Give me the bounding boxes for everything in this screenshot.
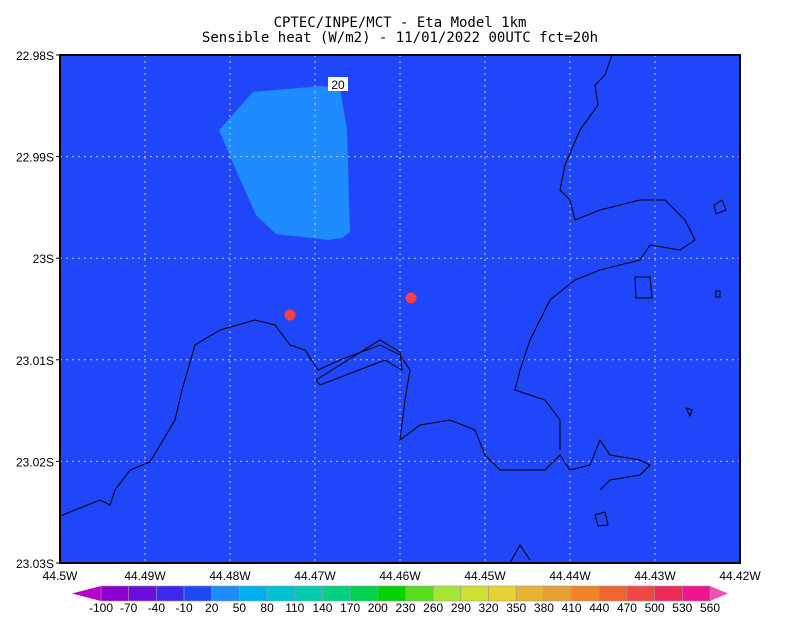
coastline <box>315 339 403 386</box>
y-tick-label: 22.98S <box>16 49 54 63</box>
colorbar-box <box>488 585 517 602</box>
coastline <box>713 199 727 215</box>
colorbar-label: 170 <box>340 601 360 615</box>
colorbar-label: 410 <box>562 601 582 615</box>
plot-frame <box>59 54 741 564</box>
colorbar-box <box>654 585 683 602</box>
colorbar-label: 200 <box>368 601 388 615</box>
colorbar-box <box>128 585 157 602</box>
colorbar-box <box>156 585 185 602</box>
x-tick-label: 44.46W <box>379 569 421 583</box>
colorbar-label: 230 <box>395 601 415 615</box>
station-point <box>284 309 296 321</box>
x-tick-label: 44.47W <box>294 569 336 583</box>
svg-text:20: 20 <box>331 78 345 92</box>
colorbar-box <box>322 585 351 602</box>
colorbar-label: -10 <box>175 601 193 615</box>
colorbar-box <box>183 585 213 602</box>
coastline <box>594 511 609 527</box>
colorbar-box <box>598 585 628 602</box>
colorbar-box <box>543 585 572 602</box>
colorbar-box <box>460 585 489 602</box>
colorbar-label: 380 <box>534 601 554 615</box>
colorbar-over-triangle <box>710 586 728 601</box>
station-point <box>405 292 417 304</box>
colorbar-label: -70 <box>120 601 138 615</box>
colorbar-box <box>294 585 323 602</box>
x-tick-label: 44.49W <box>124 569 166 583</box>
coastline <box>634 276 653 299</box>
colorbar-label: 140 <box>312 601 332 615</box>
y-tick-label: 23.01S <box>16 354 54 368</box>
colorbar-label: 560 <box>700 601 720 615</box>
colorbar-box <box>682 585 711 602</box>
x-tick-label: 44.43W <box>634 569 676 583</box>
coastline <box>59 319 651 517</box>
y-tick-label: 23.03S <box>16 557 54 571</box>
x-tick-label: 44.44W <box>549 569 591 583</box>
colorbar-label: -100 <box>89 601 113 615</box>
colorbar-box <box>266 585 296 602</box>
colorbar-box <box>405 585 434 602</box>
colorbar-label: 260 <box>423 601 443 615</box>
colorbar-label: 530 <box>672 601 692 615</box>
colorbar-box <box>349 585 379 602</box>
colorbar-label: 80 <box>260 601 274 615</box>
colorbar-box <box>571 585 600 602</box>
colorbar-label: 500 <box>645 601 665 615</box>
colorbar-box <box>626 585 655 602</box>
colorbar-box <box>515 585 545 602</box>
title-line-1: CPTEC/INPE/MCT - Eta Model 1km <box>273 15 527 31</box>
colorbar-box <box>211 585 240 602</box>
x-tick-label: 44.5W <box>43 569 78 583</box>
sensible-heat-region <box>219 86 350 240</box>
y-tick-label: 23.02S <box>16 455 54 469</box>
colorbar-label: 320 <box>479 601 499 615</box>
colorbar-box <box>100 585 129 602</box>
colorbar-label: -40 <box>148 601 166 615</box>
colorbar-label: 440 <box>589 601 609 615</box>
coastline <box>514 54 696 450</box>
colorbar-label: 350 <box>506 601 526 615</box>
y-tick-label: 22.99S <box>16 151 54 165</box>
colorbar-label: 470 <box>617 601 637 615</box>
title-line-2: Sensible heat (W/m2) - 11/01/2022 00UTC … <box>201 30 599 46</box>
coastline <box>715 290 721 298</box>
colorbar-label: 50 <box>233 601 247 615</box>
x-tick-label: 44.48W <box>209 569 251 583</box>
colorbar-under-triangle <box>72 586 101 601</box>
coastline <box>509 544 531 564</box>
x-tick-label: 44.45W <box>464 569 506 583</box>
colorbar-label: 110 <box>285 601 304 615</box>
colorbar-box <box>377 585 406 602</box>
x-tick-label: 44.42W <box>719 569 761 583</box>
y-tick-label: 23S <box>33 252 54 266</box>
colorbar-label: 290 <box>451 601 471 615</box>
colorbar-box <box>432 585 462 602</box>
contour-label: 20 <box>328 77 348 92</box>
colorbar-label: 20 <box>205 601 219 615</box>
colorbar-box <box>239 585 268 602</box>
coastline <box>685 407 693 418</box>
